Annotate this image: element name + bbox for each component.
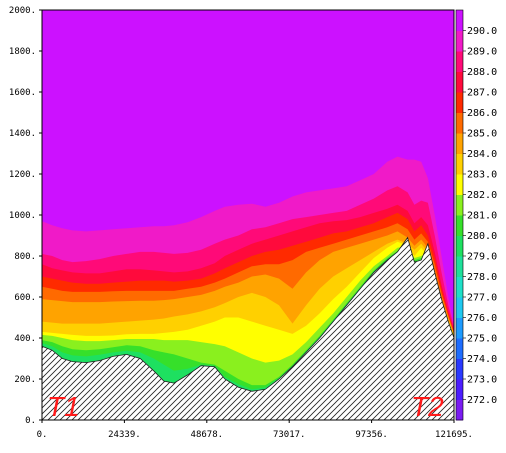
- x-axis-ticks: 0. 24339. 48678. 73017. 97356. 121695.: [37, 420, 473, 440]
- colorbar: 272.0 273.0 274.0 275.0 276.0 277.0 278.0 279.0…: [455, 9, 497, 421]
- y-tick-label: 1200.: [9, 170, 36, 180]
- colorbar-tick-label: 287.0: [467, 88, 497, 99]
- colorbar-tick-label: 286.0: [467, 108, 497, 119]
- colorbar-segment: [456, 317, 463, 339]
- colorbar-segment: [456, 92, 463, 113]
- x-tick-label: 24339.: [108, 430, 141, 440]
- y-tick-label: 1600.: [9, 88, 36, 98]
- colorbar-segment: [456, 153, 463, 175]
- x-tick-label: 73017.: [273, 430, 306, 440]
- colorbar-tick-label: 282.0: [467, 190, 497, 201]
- x-tick-label: 0.: [37, 430, 48, 440]
- label-t2: T2: [411, 391, 444, 422]
- colorbar-segment: [456, 112, 463, 134]
- colorbar-segment: [456, 358, 463, 380]
- colorbar-tick-label: 277.0: [467, 293, 497, 304]
- x-tick-label: 121695.: [435, 430, 473, 440]
- colorbar-tick-label: 285.0: [467, 129, 497, 140]
- y-tick-label: 200.: [14, 375, 36, 385]
- colorbar-segment: [456, 10, 463, 31]
- colorbar-segment: [456, 338, 463, 359]
- colorbar-tick-label: 279.0: [467, 252, 497, 263]
- colorbar-segment: [456, 256, 463, 277]
- y-tick-label: 600.: [14, 293, 36, 303]
- colorbar-segment: [456, 399, 463, 421]
- colorbar-tick-label: 284.0: [467, 149, 497, 160]
- colorbar-tick-label: 281.0: [467, 211, 497, 222]
- colorbar-segment: [456, 235, 463, 257]
- y-tick-label: 2000.: [9, 6, 36, 16]
- y-tick-label: 1400.: [9, 129, 36, 139]
- colorbar-segment: [456, 30, 463, 52]
- colorbar-segment: [456, 71, 463, 93]
- y-tick-label: 0.: [25, 416, 36, 426]
- colorbar-tick-label: 283.0: [467, 170, 497, 181]
- colorbar-segment: [456, 174, 463, 195]
- colorbar-tick-label: 290.0: [467, 26, 497, 37]
- y-axis-ticks: 0. 200. 400. 600. 800. 1000. 1200. 1400. 1600. 18…: [9, 6, 42, 426]
- colorbar-tick-label: 280.0: [467, 231, 497, 242]
- label-t1: T1: [47, 391, 80, 422]
- y-tick-label: 1000.: [9, 211, 36, 221]
- colorbar-segment: [456, 133, 463, 154]
- colorbar-segment: [456, 276, 463, 298]
- colorbar-tick-label: 289.0: [467, 47, 497, 58]
- y-tick-label: 800.: [14, 252, 36, 262]
- colorbar-tick-label: 288.0: [467, 67, 497, 78]
- colorbar-tick-label: 273.0: [467, 375, 497, 386]
- colorbar-segment: [456, 379, 463, 400]
- y-tick-label: 400.: [14, 334, 36, 344]
- colorbar-segment: [456, 215, 463, 236]
- x-tick-label: 48678.: [191, 430, 224, 440]
- x-tick-label: 97356.: [355, 430, 388, 440]
- terrain-hatch: [41, 236, 455, 421]
- colorbar-segment: [456, 51, 463, 72]
- colorbar-segment: [456, 194, 463, 216]
- colorbar-segment: [456, 297, 463, 318]
- colorbar-tick-label: 278.0: [467, 272, 497, 283]
- y-tick-label: 1800.: [9, 47, 36, 57]
- colorbar-tick-label: 276.0: [467, 313, 497, 324]
- colorbar-tick-label: 272.0: [467, 395, 497, 406]
- colorbar-tick-label: 274.0: [467, 354, 497, 365]
- colorbar-tick-label: 275.0: [467, 334, 497, 345]
